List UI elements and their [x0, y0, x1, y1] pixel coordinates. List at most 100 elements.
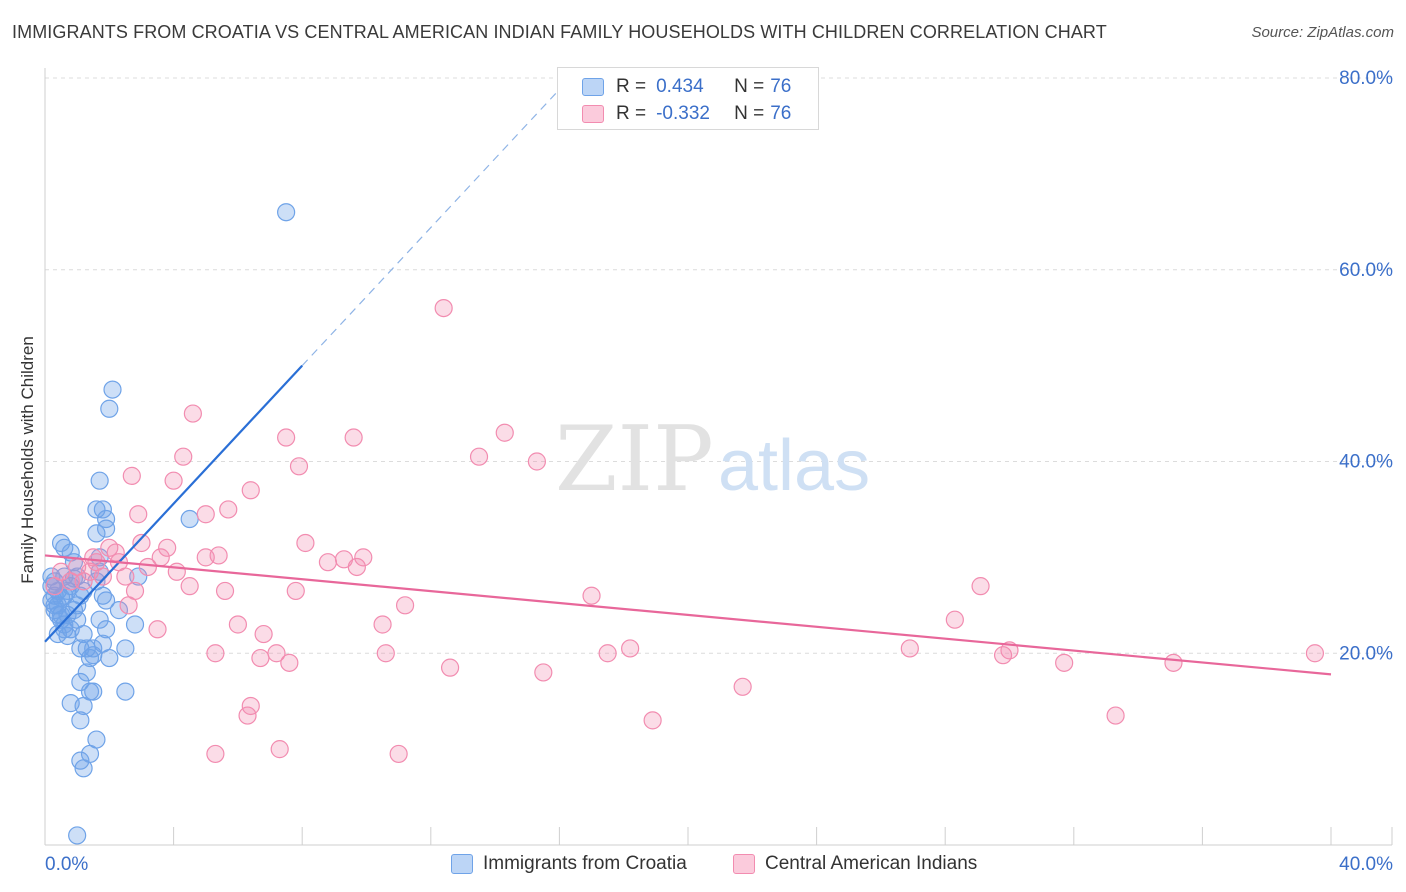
- point-croatia: [96, 620, 116, 639]
- chart-source: Source: ZipAtlas.com: [1251, 24, 1394, 41]
- point-central-american: [373, 615, 392, 634]
- stats-r-label: R =: [616, 102, 647, 124]
- point-croatia: [51, 533, 71, 553]
- y-axis-label: Family Households with Children: [18, 336, 37, 584]
- data-points: [42, 203, 1325, 845]
- point-central-american: [148, 620, 167, 639]
- point-central-american: [527, 452, 546, 471]
- legend-swatch-central-american: [733, 854, 755, 874]
- point-central-american: [582, 586, 601, 605]
- point-central-american: [74, 572, 93, 591]
- y-tick-label: 60.0%: [1339, 260, 1393, 281]
- point-croatia: [68, 826, 87, 845]
- point-central-american: [900, 639, 919, 658]
- stats-r-label: R =: [616, 75, 647, 97]
- point-croatia: [74, 759, 93, 778]
- point-central-american: [1000, 641, 1019, 660]
- point-croatia: [129, 567, 148, 586]
- stats-n-value: 76: [770, 75, 792, 97]
- point-central-american: [84, 548, 103, 567]
- y-tick-label: 20.0%: [1339, 643, 1393, 664]
- point-central-american: [129, 505, 148, 524]
- point-croatia: [77, 663, 96, 682]
- point-croatia: [125, 615, 145, 634]
- point-central-american: [238, 706, 257, 725]
- point-croatia: [90, 471, 109, 490]
- legend-swatch-croatia: [451, 854, 473, 874]
- point-central-american: [643, 711, 662, 730]
- watermark: ZIP atlas: [555, 407, 870, 512]
- point-central-american: [1305, 644, 1325, 663]
- point-central-american: [277, 428, 296, 447]
- point-central-american: [469, 447, 489, 466]
- point-central-american: [219, 500, 238, 519]
- point-central-american: [241, 481, 260, 500]
- legend-label-central-american: Central American Indians: [765, 853, 978, 874]
- point-croatia: [100, 399, 119, 418]
- point-croatia: [93, 500, 112, 519]
- trend-line-central-american: [44, 554, 1332, 676]
- point-central-american: [206, 744, 225, 764]
- point-central-american: [395, 596, 415, 615]
- point-central-american: [132, 533, 151, 553]
- trend-line-croatia: [44, 364, 304, 643]
- point-croatia: [84, 639, 103, 658]
- point-central-american: [289, 457, 309, 476]
- point-central-american: [254, 624, 273, 644]
- x-tick-label: 0.0%: [45, 854, 88, 875]
- point-central-american: [183, 404, 202, 423]
- point-croatia: [74, 624, 93, 644]
- point-croatia: [58, 626, 77, 646]
- point-central-american: [296, 533, 315, 553]
- tick-labels: 20.0% 40.0% 60.0% 80.0% 0.0% 40.0%: [45, 68, 1393, 875]
- point-central-american: [138, 557, 157, 577]
- point-croatia: [71, 711, 90, 730]
- axes: [44, 68, 1393, 846]
- stats-row-croatia: R = 0.434 N = 76: [558, 73, 791, 100]
- point-central-american: [122, 466, 141, 485]
- point-central-american: [270, 740, 289, 759]
- legend-item-central-american[interactable]: Central American Indians: [733, 850, 977, 878]
- point-croatia: [45, 601, 64, 620]
- point-central-american: [945, 610, 964, 629]
- point-central-american: [174, 447, 193, 466]
- trend-line-croatia-extension: [301, 89, 560, 367]
- legend-label-croatia: Immigrants from Croatia: [483, 853, 687, 874]
- point-central-american: [164, 471, 183, 490]
- point-central-american: [167, 562, 186, 581]
- gridlines: [45, 77, 1392, 654]
- legend-item-croatia[interactable]: Immigrants from Croatia: [451, 850, 687, 878]
- point-croatia: [116, 682, 135, 701]
- point-central-american: [1055, 653, 1074, 672]
- point-central-american: [93, 567, 112, 586]
- point-croatia: [96, 509, 116, 529]
- point-central-american: [267, 644, 286, 663]
- point-croatia: [87, 500, 106, 519]
- point-central-american: [971, 577, 990, 596]
- point-croatia: [48, 605, 67, 625]
- point-central-american: [534, 663, 553, 682]
- point-central-american: [621, 639, 640, 658]
- point-central-american: [434, 299, 453, 318]
- stats-box: R = 0.434 N = 76 R = -0.332 N = 76: [557, 67, 819, 130]
- stats-row-central-american: R = -0.332 N = 76: [558, 100, 791, 127]
- point-central-american: [196, 505, 215, 524]
- stats-r-value: 0.434: [656, 75, 704, 97]
- point-central-american: [389, 744, 408, 764]
- point-central-american: [251, 648, 270, 668]
- point-central-american: [440, 658, 460, 677]
- point-central-american: [344, 428, 363, 447]
- point-central-american: [180, 577, 199, 596]
- watermark-atlas: atlas: [718, 426, 870, 506]
- point-central-american: [215, 581, 235, 601]
- point-central-american: [206, 644, 225, 663]
- point-croatia: [109, 601, 129, 620]
- point-central-american: [116, 567, 135, 586]
- point-croatia: [90, 610, 109, 629]
- stats-swatch-central-american: [582, 104, 604, 123]
- stats-swatch-croatia: [582, 77, 604, 96]
- point-central-american: [318, 553, 338, 572]
- point-croatia: [96, 591, 116, 610]
- point-central-american: [1164, 653, 1183, 672]
